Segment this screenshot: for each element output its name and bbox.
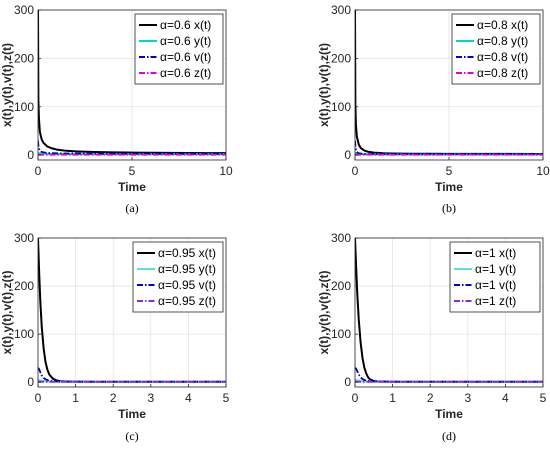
- series-group: [38, 10, 226, 156]
- y-tick-label: 100: [14, 327, 34, 341]
- x-tick-label: 4: [185, 391, 192, 405]
- y-tick-label: 100: [331, 100, 351, 114]
- x-tick-label: 5: [223, 391, 230, 405]
- y-axis-label: x(t),y(t),v(t),z(t): [0, 271, 14, 355]
- panel-a: 0 5 100100200300Timex(t),y(t),v(t),z(t)α=0…: [0, 3, 233, 215]
- y-tick-label: 200: [331, 279, 351, 293]
- legend-entry-3: α=0.6 v(t): [160, 50, 211, 64]
- legend-entry-4: α=0.95 z(t): [158, 294, 216, 308]
- series-line-3: [355, 367, 543, 383]
- y-tick-label: 0: [344, 375, 351, 389]
- legend: α=0.95 x(t) α=0.95 y(t) α=0.95 v(t) α=0.95 …: [132, 241, 224, 313]
- panel-b: 0 5 100100200300Timex(t),y(t),v(t),z(t)α=0…: [317, 3, 550, 215]
- panel-c: 0 1 2 3 4 5 0 100 200 300 Time x(t),y(t),v(t),z(t) α…: [0, 231, 230, 443]
- x-tick-label: 10: [536, 164, 550, 178]
- x-tick-label: 1: [389, 391, 396, 405]
- y-tick-label: 300: [331, 3, 351, 17]
- y-tick-label: 100: [14, 100, 34, 114]
- y-tick-label: 200: [14, 279, 34, 293]
- y-tick-label: 300: [14, 231, 34, 245]
- x-axis-label: Time: [118, 407, 146, 421]
- series-line-3: [38, 140, 226, 155]
- series-group: [38, 238, 226, 383]
- y-tick-label: 200: [331, 51, 351, 65]
- y-axis-label: x(t),y(t),v(t),z(t): [0, 43, 14, 127]
- legend-entry-4: α=0.6 z(t): [160, 66, 211, 80]
- series-group: [355, 10, 543, 156]
- panel-caption: (a): [125, 201, 138, 215]
- x-tick-label: 4: [502, 391, 509, 405]
- legend-entry-1: α=0.6 x(t): [160, 18, 211, 32]
- legend-entry-2: α=0.8 y(t): [477, 34, 528, 48]
- legend-entry-1: α=0.95 x(t): [158, 246, 216, 260]
- x-tick-label: 5: [540, 391, 547, 405]
- x-axis-label: Time: [435, 407, 463, 421]
- axes-frame: [354, 237, 544, 388]
- series-line-3: [38, 367, 226, 383]
- y-tick-label: 0: [27, 148, 34, 162]
- y-tick-label: 100: [331, 327, 351, 341]
- x-tick-label: 5: [446, 164, 453, 178]
- legend-entry-2: α=0.95 y(t): [158, 262, 216, 276]
- panel-caption: (d): [442, 429, 456, 443]
- legend-entry-1: α=0.8 x(t): [477, 18, 528, 32]
- legend-entry-3: α=0.8 v(t): [477, 50, 528, 64]
- legend-entry-1: α=1 x(t): [475, 246, 516, 260]
- x-tick-label: 0: [35, 164, 42, 178]
- legend-entry-3: α=0.95 v(t): [158, 278, 216, 292]
- series-group: [355, 238, 543, 383]
- legend: α=1 x(t) α=1 y(t) α=1 v(t) α=1 z(t): [449, 241, 541, 313]
- x-axis-label: Time: [118, 180, 146, 194]
- x-tick-label: 0: [35, 391, 42, 405]
- series-line-1: [38, 10, 226, 155]
- x-tick-label: 2: [110, 391, 117, 405]
- legend-entry-2: α=1 y(t): [475, 262, 516, 276]
- legend-entry-4: α=1 z(t): [475, 294, 516, 308]
- legend: α=0.8 x(t) α=0.8 y(t) α=0.8 v(t) α=0.8 z(t): [451, 13, 541, 85]
- legend: α=0.6 x(t) α=0.6 y(t) α=0.6 v(t) α=0.6 z(t): [134, 13, 224, 85]
- x-axis-label: Time: [435, 180, 463, 194]
- x-tick-label: 5: [129, 164, 136, 178]
- panel-d: 0 1 2 3 4 5 0 100 200 300 Time x(t),y(t),v(t),z(t) α…: [317, 231, 547, 443]
- y-axis-label: x(t),y(t),v(t),z(t): [317, 43, 331, 127]
- x-tick-label: 3: [464, 391, 471, 405]
- legend-entry-2: α=0.6 y(t): [160, 34, 211, 48]
- axes-frame: [37, 237, 227, 388]
- y-tick-label: 200: [14, 51, 34, 65]
- panel-caption: (b): [442, 201, 456, 215]
- panel-caption: (c): [125, 429, 138, 443]
- x-tick-label: 1: [72, 391, 79, 405]
- x-tick-label: 3: [147, 391, 154, 405]
- x-tick-label: 10: [219, 164, 233, 178]
- y-axis-label: x(t),y(t),v(t),z(t): [317, 271, 331, 355]
- x-tick-label: 0: [352, 164, 359, 178]
- y-tick-label: 300: [331, 231, 351, 245]
- y-tick-label: 0: [27, 375, 34, 389]
- x-tick-label: 2: [427, 391, 434, 405]
- x-tick-label: 0: [352, 391, 359, 405]
- legend-entry-3: α=1 v(t): [475, 278, 516, 292]
- legend-entry-4: α=0.8 z(t): [477, 66, 528, 80]
- y-tick-label: 300: [14, 3, 34, 17]
- y-tick-label: 0: [344, 148, 351, 162]
